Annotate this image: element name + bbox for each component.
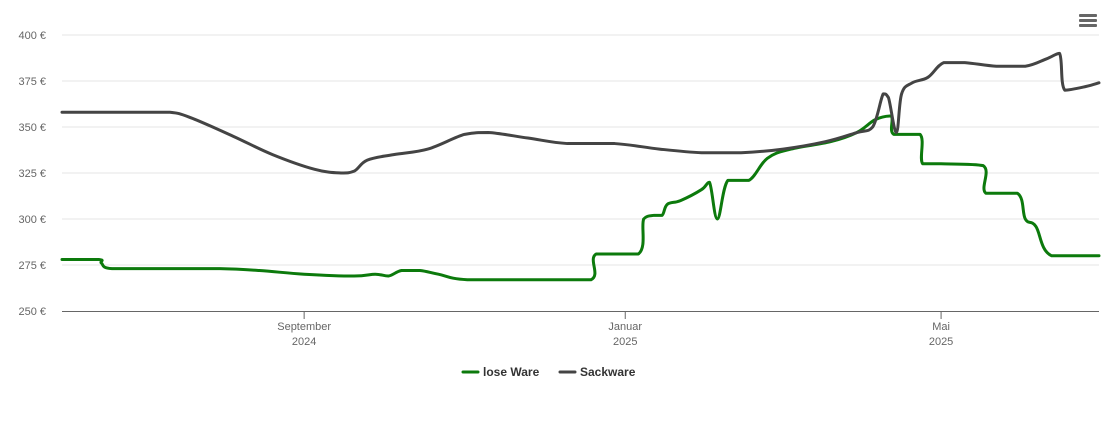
series-line-sackware bbox=[60, 51, 1101, 175]
x-tick-label: Januar bbox=[608, 321, 642, 333]
hamburger-menu-icon bbox=[1079, 14, 1097, 17]
y-tick-label: 275 € bbox=[18, 260, 46, 272]
legend-label: Sackware bbox=[580, 365, 636, 379]
series-line-lose-ware bbox=[60, 114, 1101, 282]
series-layer bbox=[60, 51, 1101, 282]
legend-item-lose-ware[interactable]: lose Ware bbox=[461, 365, 540, 379]
y-tick-label: 250 € bbox=[18, 306, 46, 318]
legend[interactable]: lose Ware Sackware bbox=[461, 365, 636, 379]
x-axis: September 2024 Januar 2025 Mai 2025 bbox=[62, 311, 1099, 348]
hamburger-menu-icon-bar bbox=[1079, 19, 1097, 22]
chart-menu-button[interactable] bbox=[1077, 12, 1099, 32]
legend-item-sackware[interactable]: Sackware bbox=[558, 365, 636, 379]
grid-lines bbox=[62, 34, 1099, 266]
x-tick-label-year: 2025 bbox=[613, 336, 637, 348]
y-tick-label: 325 € bbox=[18, 168, 46, 180]
x-tick-label-year: 2024 bbox=[292, 336, 316, 348]
y-tick-label: 300 € bbox=[18, 214, 46, 226]
y-tick-label: 350 € bbox=[18, 122, 46, 134]
y-tick-label: 400 € bbox=[18, 30, 46, 42]
x-tick-label: Mai bbox=[932, 321, 950, 333]
x-tick-label: September bbox=[277, 321, 331, 333]
hamburger-menu-icon-bar bbox=[1079, 24, 1097, 27]
y-axis: 250 € 275 € 300 € 325 € 350 € 375 € 400 € bbox=[18, 30, 46, 318]
y-tick-label: 375 € bbox=[18, 76, 46, 88]
legend-label: lose Ware bbox=[483, 365, 540, 379]
x-tick-label-year: 2025 bbox=[929, 336, 953, 348]
